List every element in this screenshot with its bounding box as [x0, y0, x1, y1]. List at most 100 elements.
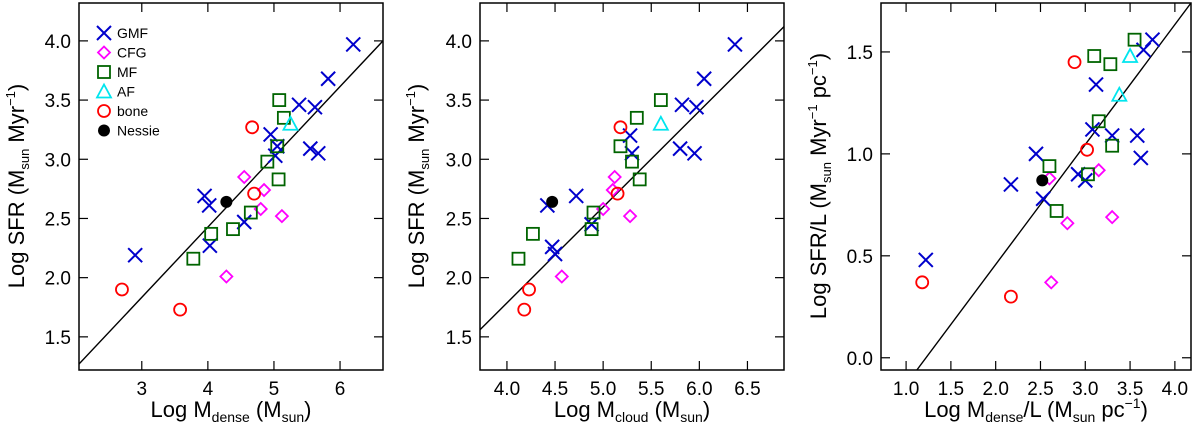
- x-tick-label: 5: [269, 379, 280, 400]
- mf-point: [226, 222, 240, 237]
- series-nessie: [546, 195, 559, 208]
- series-af: [1110, 47, 1139, 102]
- y-tick-label: 0.5: [847, 247, 873, 268]
- af-point: [281, 114, 299, 131]
- legend-marker-mf: [97, 65, 111, 79]
- legend-label: MF: [117, 64, 137, 80]
- plot-marks: [480, 26, 784, 331]
- series-bone: [517, 120, 628, 317]
- series-gmf: [539, 36, 743, 262]
- cfg-point: [236, 169, 252, 185]
- cfg-point: [1104, 209, 1120, 225]
- gmf-point: [547, 246, 563, 262]
- axes-frame: [880, 2, 1192, 371]
- x-tick-label: 1.0: [893, 379, 919, 400]
- y-tick-label: 3.0: [45, 150, 71, 171]
- mf-point: [186, 251, 201, 266]
- legend: GMF CFG MF AF bone Nessie: [95, 25, 160, 139]
- y-tick-label: 2.0: [45, 269, 71, 290]
- gmf-point: [127, 247, 143, 263]
- x-axis-title: Log Mdense (Msun): [151, 397, 312, 425]
- series-bone: [115, 120, 262, 317]
- legend-item-mf: MF: [97, 64, 137, 80]
- series-cfg: [554, 169, 638, 284]
- axes-frame: [78, 2, 384, 371]
- gmf-point: [202, 237, 218, 254]
- legend-marker-nessie: [98, 124, 110, 137]
- x-tick-label: 2.5: [1027, 379, 1053, 400]
- series-cfg: [1042, 162, 1120, 290]
- y-axis-title: Log SFR (Msun Myr−1): [3, 84, 32, 288]
- af-point: [1110, 85, 1128, 102]
- mf-point: [632, 172, 647, 187]
- x-tick-label: 4.0: [1162, 379, 1188, 400]
- x-tick-label: 5.0: [590, 379, 616, 400]
- gmf-point: [672, 140, 688, 157]
- mf-point: [629, 110, 644, 125]
- bone-point: [915, 275, 930, 290]
- mf-point: [1127, 32, 1142, 47]
- gmf-point: [196, 188, 213, 204]
- x-axis-title: Log Mdense/L (Msun pc−1): [924, 395, 1148, 425]
- y-tick-label: 1.5: [847, 43, 873, 64]
- gmf-point: [1003, 176, 1019, 193]
- mf-point: [1091, 114, 1106, 129]
- y-tick-label: 3.0: [446, 150, 472, 171]
- y-tick-label: 2.5: [446, 209, 472, 230]
- cfg-point: [219, 269, 234, 284]
- x-tick-label: 6.5: [734, 379, 760, 400]
- mf-point: [272, 93, 287, 107]
- bone-point: [173, 302, 188, 317]
- gmf-point: [918, 252, 934, 268]
- mf-point: [526, 226, 540, 241]
- series-nessie: [220, 195, 233, 208]
- gmf-point: [1035, 191, 1051, 207]
- plot-area: 3 4 5 6 1.5 2.0 2.5 3.0 3.5 4.0: [45, 2, 384, 400]
- y-tick-label: 2.5: [45, 209, 71, 230]
- cfg-point: [256, 182, 272, 198]
- x-tick-label: 6: [335, 379, 346, 400]
- y-tick-label: 2.0: [446, 269, 472, 290]
- gmf-point: [1133, 150, 1149, 166]
- legend-marker-gmf: [96, 25, 112, 41]
- cfg-point: [607, 169, 622, 185]
- mf-point: [511, 251, 526, 266]
- legend-item-cfg: CFG: [96, 45, 147, 61]
- y-tick-label: 1.0: [847, 145, 873, 166]
- plot-area: 1.0 1.5 2.0 2.5 3.0 3.5 4.0 0.0 0.5 1.0 1.5: [847, 2, 1192, 400]
- legend-marker-cfg: [96, 45, 112, 60]
- legend-marker-af: [95, 82, 113, 99]
- legend-label: bone: [117, 103, 148, 119]
- mf-point: [270, 139, 285, 154]
- x-tick-label: 5.5: [638, 379, 664, 400]
- legend-label: AF: [117, 84, 135, 100]
- mf-point: [271, 172, 286, 187]
- y-tick-label: 1.5: [45, 328, 71, 349]
- cfg-point: [554, 269, 570, 284]
- panel-line-mass: 1.0 1.5 2.0 2.5 3.0 3.5 4.0 0.0 0.5 1.0 1.5 Log SF…: [805, 2, 1192, 425]
- cfg-point: [1060, 215, 1075, 231]
- series-nessie: [1036, 174, 1049, 187]
- mf-point: [1105, 138, 1120, 153]
- gmf-point: [310, 145, 326, 162]
- x-tick-label: 3.5: [1117, 379, 1143, 400]
- y-axis-title: Log SFR (Msun Myr−1): [403, 84, 432, 288]
- af-point: [1121, 47, 1139, 63]
- x-tick-label: 1.5: [938, 379, 964, 400]
- bone-point: [517, 302, 532, 317]
- gmf-point: [686, 145, 703, 162]
- x-axis-title: Log Mcloud (Msun): [554, 397, 710, 425]
- mf-point: [653, 93, 668, 107]
- gmf-point: [201, 197, 217, 214]
- series-bone: [915, 55, 1094, 304]
- panel-dense-mass: 3 4 5 6 1.5 2.0 2.5 3.0 3.5 4.0 Log SFR (Msun Myr…: [3, 2, 384, 425]
- legend-marker-bone: [97, 104, 111, 118]
- series-mf: [1042, 32, 1142, 218]
- x-tick-label: 2.0: [982, 379, 1008, 400]
- y-tick-label: 3.5: [45, 91, 71, 112]
- gmf-point: [302, 140, 319, 157]
- gmf-point: [583, 216, 600, 233]
- nessie-point: [1036, 174, 1049, 187]
- gmf-point: [1088, 76, 1104, 93]
- legend-item-bone: bone: [97, 103, 148, 119]
